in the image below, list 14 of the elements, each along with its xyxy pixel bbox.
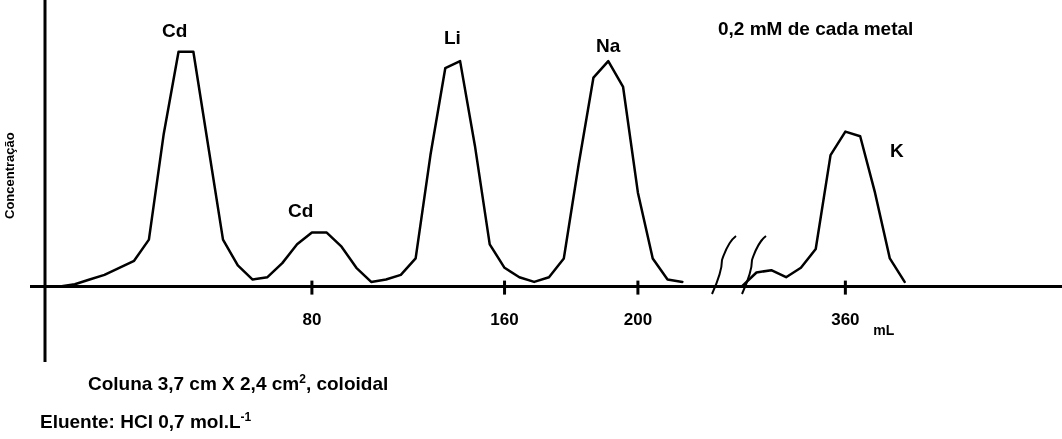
x-axis-title: mL [873, 321, 895, 338]
x-tick-label: 360 [831, 310, 860, 330]
text: Cd [162, 20, 188, 42]
annotation: Na [596, 35, 621, 57]
x-tick-label: 200 [623, 310, 653, 330]
x-tick-label: 160 [490, 310, 519, 330]
text: 0,2 mM de cada metal [718, 18, 914, 40]
y-axis-title: Concentração [2, 131, 17, 219]
text: Eluente: HCl 0,7 mol.L$^{-1}$ [40, 410, 252, 434]
text: Coluna 3,7 cm X 2,4 cm$^{2}$, coloidal [88, 372, 389, 396]
annotation: Cd [288, 200, 314, 222]
x-tick-label: 80 [302, 310, 322, 330]
text: Li [444, 27, 461, 49]
annotation: K [890, 140, 904, 162]
